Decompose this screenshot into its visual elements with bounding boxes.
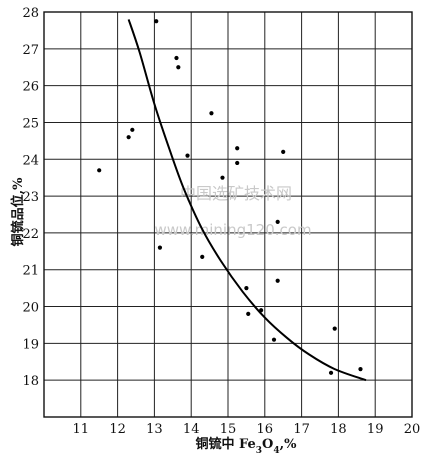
y-tick-label: 27 [22,43,39,58]
y-axis-label: 铜锍品位,% [10,177,26,248]
x-axis-label: 铜锍中 Fe3O4,% [194,436,297,456]
tick-labels: 11 12 13 14 15 16 17 18 19 20 18 19 20 21 22 23 24 25 26 27… [22,6,420,437]
watermark-line1: 中国选矿技术网 [180,184,292,203]
data-point [244,286,249,291]
data-point [130,127,135,132]
y-tick-label: 21 [22,264,39,279]
data-point [332,326,337,331]
trend-curve [127,19,367,382]
data-point [358,367,363,372]
data-point [271,337,277,342]
x-tick-label: 15 [220,422,237,437]
data-point [200,254,205,259]
x-tick-label: 11 [73,422,90,437]
data-point [246,311,251,317]
plot-frame [43,11,413,418]
y-tick-label: 18 [22,374,39,389]
data-point [126,135,131,140]
x-tick-label: 18 [330,422,347,437]
data-point [275,278,280,283]
grid [44,11,413,417]
data-point [174,55,179,61]
data-point [157,245,163,250]
watermark: 中国选矿技术网 www.mining120.com [154,184,311,239]
data-point [220,175,225,180]
data-point [209,111,214,116]
y-tick-label: 26 [22,80,39,95]
watermark-line2: www.mining120.com [154,221,311,239]
data-point [154,19,159,24]
data-point [275,219,280,224]
x-tick-label: 14 [183,422,200,437]
data-point [97,168,102,173]
data-point [185,153,190,158]
y-tick-label: 22 [22,227,39,242]
y-tick-label: 23 [22,190,39,205]
y-tick-label: 24 [22,153,39,168]
x-tick-label: 16 [257,422,274,437]
data-point [281,149,286,155]
data-point [176,65,181,70]
x-tick-label: 20 [404,422,421,437]
data-point [328,370,334,375]
data-point [259,308,264,313]
y-tick-label: 19 [22,337,39,352]
x-tick-label: 12 [109,422,126,437]
data-point [235,146,240,151]
x-tick-label: 17 [293,422,310,437]
y-tick-label: 28 [22,6,39,21]
y-tick-label: 20 [22,301,39,316]
data-point [235,160,240,166]
x-tick-label: 19 [367,422,384,437]
y-tick-label: 25 [22,116,39,131]
data-points [97,19,363,375]
x-tick-label: 13 [146,422,163,437]
